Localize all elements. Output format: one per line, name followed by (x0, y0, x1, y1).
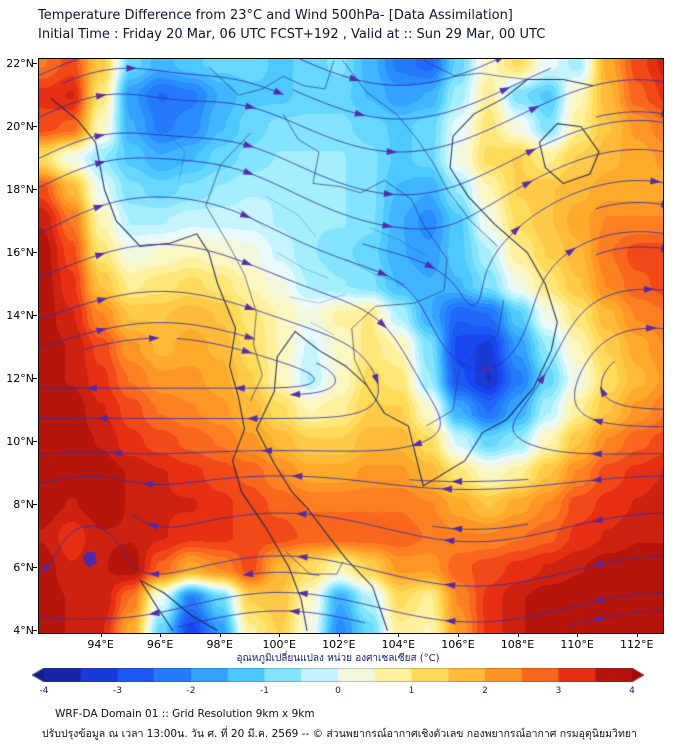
x-tick-label: 104°E (381, 638, 416, 651)
x-tick-mark (338, 633, 340, 637)
colorbar-tick-label: 0 (335, 686, 341, 696)
x-tick-label: 112°E (619, 638, 654, 651)
colorbar-tick-label: 3 (555, 686, 562, 696)
y-tick-mark (33, 125, 37, 127)
x-tick-label: 108°E (500, 638, 535, 651)
colorbar-tick-label: -3 (113, 686, 122, 696)
x-tick-mark (636, 633, 638, 637)
footer-domain-info: WRF-DA Domain 01 :: Grid Resolution 9km … (55, 708, 315, 720)
x-tick-mark (100, 633, 102, 637)
y-tick-label: 20°N (6, 119, 34, 133)
x-tick-label: 110°E (560, 638, 594, 651)
y-tick-label: 16°N (6, 245, 34, 259)
footer-update-info: ปรับปรุงข้อมูล ณ เวลา 13:00น. วัน ศ. ที่… (42, 728, 637, 740)
y-tick-label: 4°N (13, 623, 34, 637)
x-tick-label: 106°E (441, 638, 475, 651)
y-tick-label: 8°N (13, 497, 34, 511)
map-plot-area (38, 58, 664, 634)
colorbar (32, 668, 644, 682)
y-tick-mark (33, 377, 37, 379)
y-tick-label: 14°N (6, 308, 34, 322)
y-tick-mark (33, 251, 37, 253)
y-tick-label: 6°N (13, 560, 34, 574)
x-tick-label: 98°E (206, 638, 233, 651)
colorbar-label: อุณหภูมิเปลี่ยนแปลง หน่วย องศาเซลเซียส (… (236, 653, 440, 664)
y-tick-label: 12°N (6, 371, 34, 385)
y-tick-mark (33, 62, 37, 64)
x-tick-mark (577, 633, 579, 637)
x-tick-mark (457, 633, 459, 637)
colorbar-tick-label: -2 (186, 686, 196, 696)
y-tick-label: 18°N (6, 182, 34, 196)
x-tick-label: 102°E (322, 638, 356, 651)
colorbar-tick-label: -1 (260, 686, 269, 696)
x-tick-mark (160, 633, 162, 637)
y-tick-label: 22°N (6, 56, 34, 70)
colorbar-tick-label: 2 (482, 686, 488, 696)
y-tick-mark (33, 440, 37, 442)
x-tick-mark (517, 633, 519, 637)
x-tick-label: 94°E (87, 638, 114, 651)
x-tick-mark (398, 633, 400, 637)
y-tick-label: 10°N (6, 434, 34, 448)
y-tick-mark (33, 188, 37, 190)
x-tick-label: 100°E (262, 638, 296, 651)
y-tick-mark (33, 503, 37, 505)
x-tick-label: 96°E (146, 638, 174, 651)
y-tick-mark (33, 629, 37, 631)
x-tick-mark (279, 633, 281, 637)
colorbar-tick-label: 1 (408, 686, 415, 696)
colorbar-tick-label: 4 (629, 686, 635, 696)
y-tick-mark (33, 314, 37, 316)
map-canvas (39, 59, 663, 633)
chart-title: Temperature Difference from 23°C and Win… (38, 8, 513, 23)
y-tick-mark (33, 566, 37, 568)
chart-subtitle: Initial Time : Friday 20 Mar, 06 UTC FCS… (38, 27, 546, 42)
x-tick-mark (219, 633, 221, 637)
colorbar-tick-label: -4 (39, 686, 49, 696)
